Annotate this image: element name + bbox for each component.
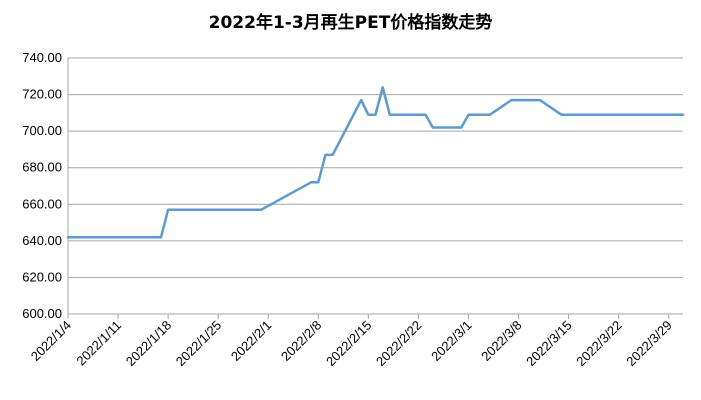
y-tick-label: 660.00 [22,196,62,211]
y-tick-label: 680.00 [22,160,62,175]
x-tick-label: 2022/2/22 [373,318,425,370]
series-line [66,86,685,239]
y-tick-label: 600.00 [22,306,62,321]
y-tick-label: 620.00 [22,269,62,284]
x-tick-label: 2022/3/8 [478,318,524,364]
x-tick-label: 2022/2/8 [278,318,324,364]
x-tick-label: 2022/3/29 [623,318,675,370]
y-tick-label: 640.00 [22,233,62,248]
x-tick-label: 2022/3/1 [428,318,474,364]
chart-title: 2022年1-3月再生PET价格指数走势 [208,13,493,33]
x-tick-label: 2022/3/15 [523,318,575,370]
x-tick-label: 2022/3/22 [573,318,625,370]
y-tick-label: 720.00 [22,87,62,102]
x-tick-label: 2022/1/18 [123,318,175,370]
x-tick-label: 2022/1/4 [28,318,74,364]
x-tick-label: 2022/1/11 [73,318,124,369]
y-tick-label: 700.00 [22,123,62,138]
y-tick-label: 740.00 [22,50,62,65]
x-tick-label: 2022/2/1 [228,318,274,364]
x-tick-label: 2022/2/15 [323,318,375,370]
x-tick-label: 2022/1/25 [173,318,225,370]
